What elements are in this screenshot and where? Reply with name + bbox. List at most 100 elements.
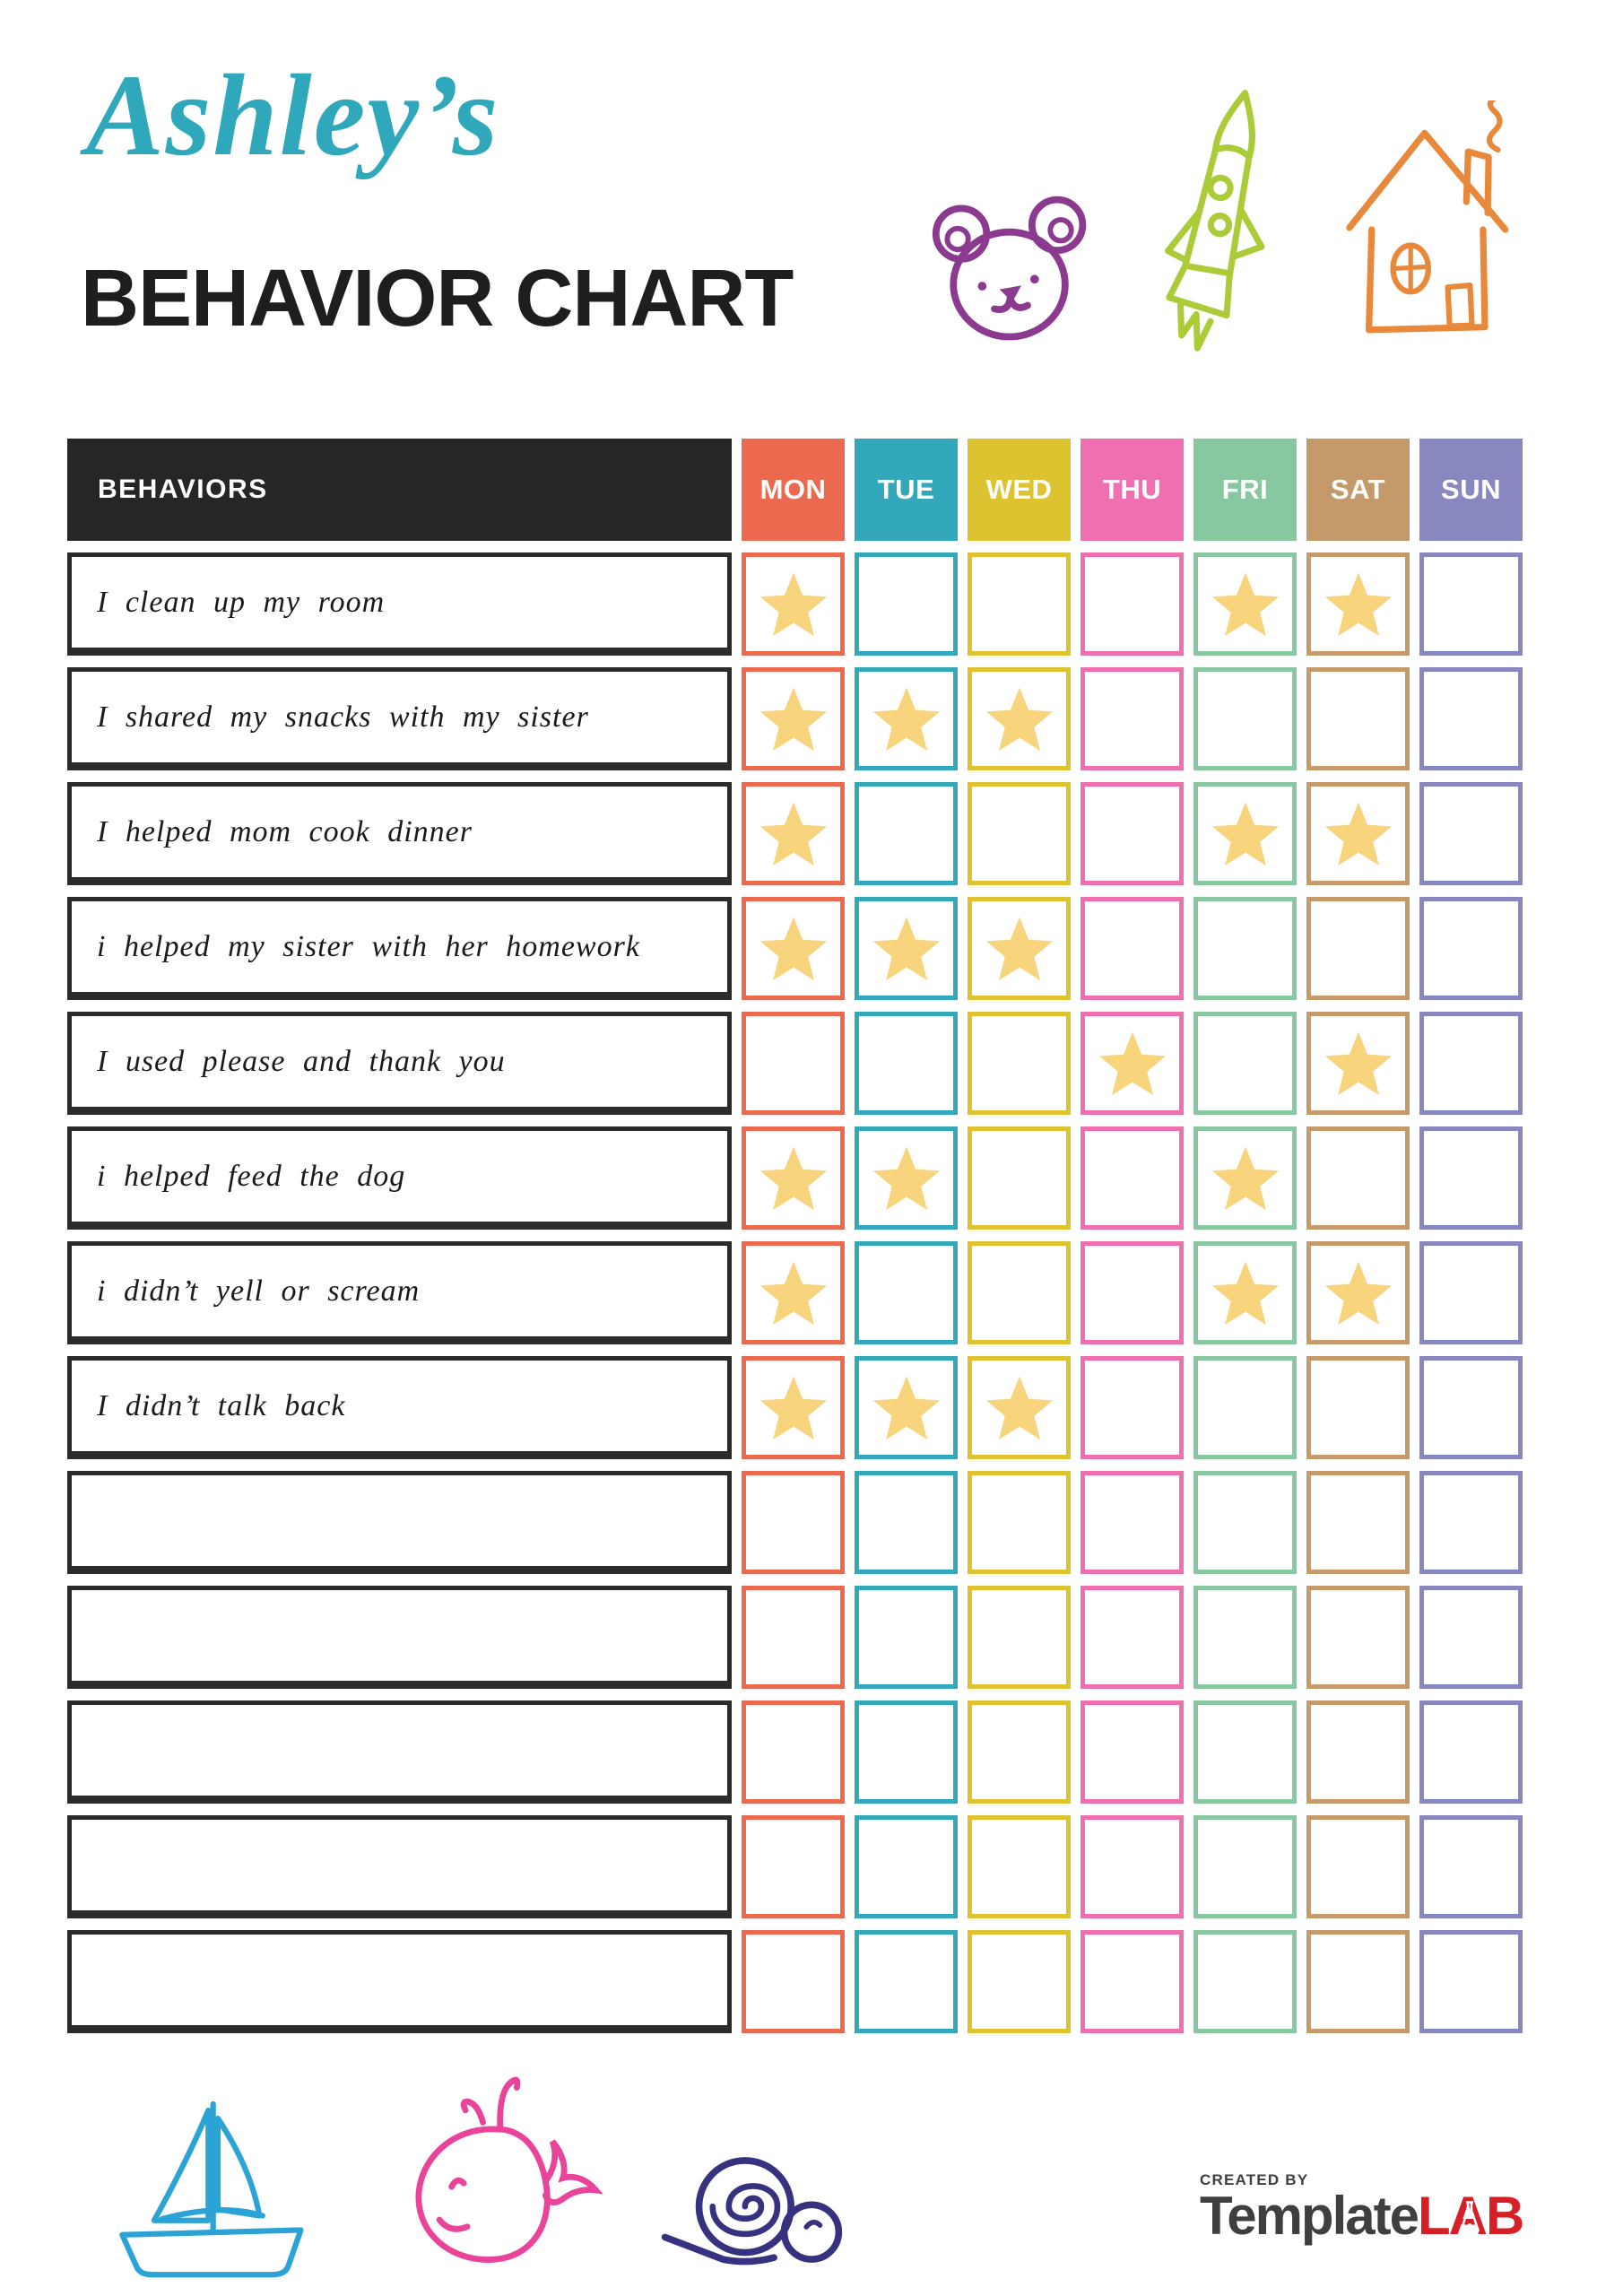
sailboat-icon: [103, 2079, 318, 2287]
behavior-text: I shared my snacks with my sister: [97, 700, 589, 734]
behavior-label-row-12: [67, 1815, 732, 1918]
day-cell-sun-row-5: [1419, 1012, 1523, 1115]
day-cell-sat-row-3: [1306, 782, 1410, 885]
day-cell-fri-row-11: [1193, 1700, 1297, 1804]
day-cell-sat-row-5: [1306, 1012, 1410, 1115]
day-cell-thu-row-10: [1081, 1586, 1184, 1689]
day-cell-mon-row-9: [742, 1471, 845, 1574]
day-cell-fri-row-1: [1193, 552, 1297, 656]
logo-wordmark: Template LAB: [1200, 2186, 1524, 2246]
star-icon: [759, 572, 827, 636]
day-cell-mon-row-4: [742, 897, 845, 1000]
day-cell-sat-row-7: [1306, 1241, 1410, 1344]
day-cell-mon-row-6: [742, 1126, 845, 1230]
day-cell-thu-row-11: [1081, 1700, 1184, 1804]
day-header-tue: TUE: [855, 439, 958, 541]
star-icon: [759, 687, 827, 751]
day-cell-tue-row-7: [855, 1241, 958, 1344]
day-cell-wed-row-8: [968, 1356, 1071, 1459]
day-cell-fri-row-3: [1193, 782, 1297, 885]
behavior-label-row-9: [67, 1471, 732, 1574]
day-cell-sat-row-12: [1306, 1815, 1410, 1918]
day-cell-tue-row-12: [855, 1815, 958, 1918]
day-cell-sun-row-2: [1419, 667, 1523, 770]
star-icon: [759, 917, 827, 980]
day-cell-tue-row-13: [855, 1930, 958, 2033]
star-icon: [872, 917, 940, 980]
day-cell-wed-row-12: [968, 1815, 1071, 1918]
day-cell-sat-row-9: [1306, 1471, 1410, 1574]
day-cell-tue-row-3: [855, 782, 958, 885]
star-icon: [1211, 802, 1279, 865]
day-cell-thu-row-9: [1081, 1471, 1184, 1574]
day-cell-wed-row-1: [968, 552, 1071, 656]
day-cell-sun-row-7: [1419, 1241, 1523, 1344]
star-icon: [1211, 572, 1279, 636]
day-cell-thu-row-5: [1081, 1012, 1184, 1115]
day-cell-wed-row-7: [968, 1241, 1071, 1344]
star-icon: [1324, 572, 1392, 636]
whale-icon: [386, 2049, 610, 2275]
star-icon: [1098, 1031, 1166, 1095]
behavior-text: I clean up my room: [97, 585, 386, 619]
house-icon: [1325, 100, 1539, 359]
star-icon: [872, 1146, 940, 1210]
day-header-sun: SUN: [1419, 439, 1523, 541]
day-cell-mon-row-11: [742, 1700, 845, 1804]
day-cell-tue-row-4: [855, 897, 958, 1000]
star-icon: [872, 1376, 940, 1439]
day-cell-tue-row-2: [855, 667, 958, 770]
day-cell-sat-row-8: [1306, 1356, 1410, 1459]
logo-template-text: Template: [1200, 2186, 1419, 2246]
day-cell-wed-row-6: [968, 1126, 1071, 1230]
day-cell-sat-row-10: [1306, 1586, 1410, 1689]
day-cell-sat-row-13: [1306, 1930, 1410, 2033]
day-cell-tue-row-1: [855, 552, 958, 656]
behavior-label-row-7: i didn’t yell or scream: [67, 1241, 732, 1344]
behavior-text: I used please and thank you: [97, 1044, 506, 1078]
day-cell-sun-row-4: [1419, 897, 1523, 1000]
day-cell-tue-row-8: [855, 1356, 958, 1459]
behavior-label-row-8: I didn’t talk back: [67, 1356, 732, 1459]
day-cell-sat-row-2: [1306, 667, 1410, 770]
star-icon: [985, 917, 1053, 980]
behavior-label-row-1: I clean up my room: [67, 552, 732, 656]
day-cell-mon-row-2: [742, 667, 845, 770]
day-cell-thu-row-12: [1081, 1815, 1184, 1918]
logo-created-by: CREATED BY: [1200, 2171, 1309, 2188]
day-cell-sun-row-11: [1419, 1700, 1523, 1804]
star-icon: [759, 802, 827, 865]
day-cell-mon-row-8: [742, 1356, 845, 1459]
day-cell-fri-row-4: [1193, 897, 1297, 1000]
day-cell-fri-row-7: [1193, 1241, 1297, 1344]
day-cell-thu-row-2: [1081, 667, 1184, 770]
day-cell-fri-row-5: [1193, 1012, 1297, 1115]
behavior-label-row-10: [67, 1586, 732, 1689]
day-header-fri: FRI: [1193, 439, 1297, 541]
day-cell-thu-row-4: [1081, 897, 1184, 1000]
day-cell-tue-row-9: [855, 1471, 958, 1574]
day-cell-fri-row-13: [1193, 1930, 1297, 2033]
star-icon: [872, 687, 940, 751]
behavior-text: I helped mom cook dinner: [97, 814, 473, 848]
day-cell-sun-row-8: [1419, 1356, 1523, 1459]
star-icon: [759, 1376, 827, 1439]
day-header-thu: THU: [1081, 439, 1184, 541]
behavior-text: I didn’t talk back: [97, 1388, 346, 1422]
day-cell-wed-row-5: [968, 1012, 1071, 1115]
behavior-label-row-13: [67, 1930, 732, 2033]
child-name-title: Ashley’s: [86, 51, 500, 180]
day-header-sat: SAT: [1306, 439, 1410, 541]
day-cell-mon-row-1: [742, 552, 845, 656]
day-cell-mon-row-12: [742, 1815, 845, 1918]
day-cell-tue-row-10: [855, 1586, 958, 1689]
star-icon: [1324, 1261, 1392, 1325]
star-icon: [1324, 1031, 1392, 1095]
behavior-label-row-3: I helped mom cook dinner: [67, 782, 732, 885]
day-cell-sun-row-12: [1419, 1815, 1523, 1918]
day-cell-sun-row-13: [1419, 1930, 1523, 2033]
day-cell-fri-row-8: [1193, 1356, 1297, 1459]
behavior-grid: BEHAVIORS MON TUE WED THU FRI SAT SUN I clean up…: [67, 439, 1523, 2033]
day-cell-fri-row-12: [1193, 1815, 1297, 1918]
day-cell-sun-row-1: [1419, 552, 1523, 656]
